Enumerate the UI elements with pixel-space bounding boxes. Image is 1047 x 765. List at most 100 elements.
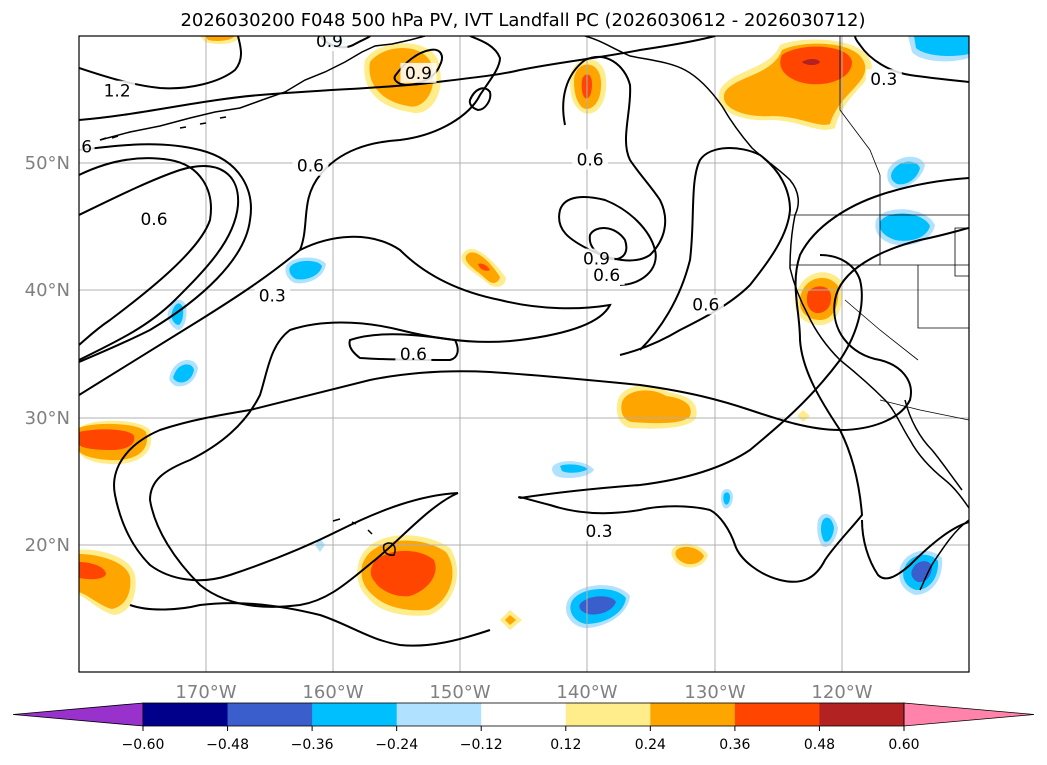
pv-contour-1-2	[79, 36, 242, 90]
shade-negative	[891, 161, 920, 185]
pv-contour-0-6	[79, 143, 252, 363]
colorbar-tick-label: −0.36	[291, 737, 334, 753]
contour-label: 0.6	[593, 266, 620, 286]
colorbar-tick-label: 0.48	[804, 737, 835, 753]
contour-label: 0.6	[577, 150, 604, 170]
pv-contours	[79, 36, 969, 647]
contour-label-bg	[254, 285, 291, 306]
pv-contour-0-9	[393, 48, 443, 87]
map-frame	[78, 35, 970, 673]
contour-label: 0.6	[400, 345, 427, 365]
x-tick-label: 130°W	[684, 682, 745, 703]
pv-contour-0-3	[519, 254, 863, 499]
coastlines	[99, 36, 969, 591]
shade-positive	[370, 550, 436, 597]
contour-label: 0.6	[297, 157, 324, 177]
border-alaska-canada	[839, 36, 881, 176]
pv-contour-0-3	[113, 227, 969, 582]
y-tick-label: 40°N	[25, 280, 70, 301]
gridlines	[79, 36, 969, 672]
pv-contour-small	[468, 87, 492, 112]
colorbar-segment	[143, 703, 229, 726]
shade-positive	[780, 46, 852, 85]
colorbar-tick-label: −0.48	[206, 737, 249, 753]
contour-label: 0.6	[692, 295, 719, 315]
shade-positive	[205, 36, 234, 41]
shade-positive	[806, 286, 832, 314]
coastline-mexico	[919, 519, 969, 591]
x-tick-label: 150°W	[429, 682, 490, 703]
colorbar: −0.60 −0.48 −0.36 −0.24 −0.12 0.12 0.24 0.36 0.4…	[12, 702, 1035, 753]
colorbar-tick-label: 0.24	[635, 737, 666, 753]
contour-label-bg	[292, 155, 329, 176]
colorbar-extend-low	[12, 702, 144, 727]
shade-positive	[675, 546, 704, 565]
pv-contour-1-2	[79, 36, 716, 121]
colorbar-tick-label: 0.60	[888, 737, 919, 753]
shade-positive	[478, 263, 490, 271]
colorbar-tick-label: 0.36	[719, 737, 750, 753]
colorbar-tick-label: −0.12	[460, 737, 503, 753]
shade-positive	[79, 429, 135, 450]
contour-label: 0.6	[140, 210, 167, 230]
contour-label-bg	[581, 520, 618, 541]
shade-negative	[171, 303, 184, 325]
pv-contour-south-0-3	[129, 602, 491, 647]
shade-negative	[723, 492, 730, 505]
colorbar-segment	[819, 703, 905, 726]
coastline-gulf-alaska	[584, 36, 800, 216]
contour-label: 6	[81, 138, 92, 158]
pv-contour-0-6-cutoff	[348, 333, 459, 362]
chart-title: 2026030200 F048 500 hPa PV, IVT Landfall…	[180, 10, 865, 31]
y-tick-label: 30°N	[25, 408, 70, 429]
coastline-west-us	[789, 214, 969, 509]
colorbar-segment	[396, 703, 482, 726]
colorbar-segment	[650, 703, 736, 726]
contour-label: 1.2	[104, 82, 131, 102]
pv-contour-0-6-loop	[79, 157, 212, 346]
colorbar-frame	[142, 702, 905, 727]
border-us-mexico	[879, 399, 969, 421]
shade-negative	[914, 36, 969, 56]
shade-positive	[802, 59, 820, 65]
shade-negative	[579, 596, 616, 615]
shade-positive	[621, 390, 691, 424]
x-tick-label: 120°W	[811, 682, 872, 703]
x-tick-label: 160°W	[302, 682, 363, 703]
pv-contour-0-3	[518, 177, 969, 583]
shade-positive	[797, 410, 810, 422]
shade-negative	[560, 464, 588, 473]
contour-label-bg	[99, 80, 136, 101]
coastline-alaska	[99, 36, 426, 141]
shade-positive	[79, 562, 106, 580]
map-area: 1.260.60.60.30.60.90.90.60.90.60.60.30.3	[79, 32, 969, 672]
shade-positive	[505, 615, 516, 625]
contour-label: 0.9	[583, 250, 610, 270]
contour-label-bg	[588, 265, 625, 286]
aleutian-islands	[99, 116, 227, 141]
contour-label: 0.9	[316, 32, 343, 52]
contour-label: 0.3	[870, 70, 897, 90]
pv-contour-0-6-east	[558, 55, 667, 286]
colorbar-segment	[227, 703, 313, 726]
contour-label: 0.3	[259, 286, 286, 306]
contour-label-bg	[400, 62, 437, 83]
border-states	[790, 175, 969, 361]
contour-label-bg	[687, 294, 724, 315]
x-tick-label: 170°W	[175, 682, 236, 703]
contour-label-bg	[865, 69, 902, 90]
contour-label: 0.9	[405, 64, 432, 84]
pv-contour-0-6-ridge	[619, 147, 792, 356]
contour-label-bg	[578, 248, 615, 269]
pv-contour-0-6	[79, 165, 240, 361]
colorbar-extend-high	[903, 702, 1035, 727]
colorbar-segment	[734, 703, 820, 726]
shade-negative	[173, 364, 194, 383]
contour-labels: 1.260.60.60.30.60.90.90.60.90.60.60.30.3	[79, 32, 902, 542]
ivt-shading	[79, 36, 969, 630]
contour-label-bg	[79, 136, 95, 157]
colorbar-tick-label: −0.60	[122, 737, 165, 753]
x-tick-label: 140°W	[556, 682, 617, 703]
colorbar-segment	[565, 703, 651, 726]
